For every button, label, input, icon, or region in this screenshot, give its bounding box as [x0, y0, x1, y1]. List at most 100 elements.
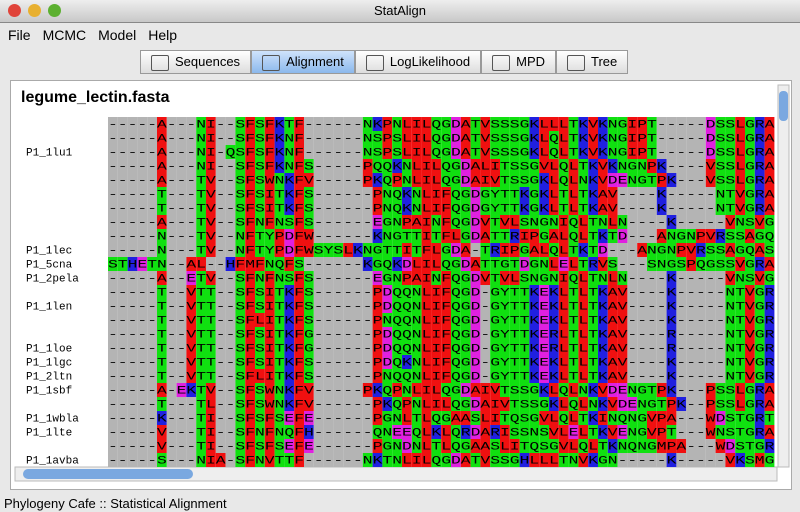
residue-cell: [676, 145, 687, 159]
residue-cell: [529, 215, 540, 229]
residue-cell: [607, 271, 618, 285]
residue-cell: [333, 411, 344, 425]
residue-cell: [509, 411, 520, 425]
residue-cell: [304, 285, 314, 299]
residue-cell: [225, 327, 236, 341]
close-button[interactable]: [8, 4, 21, 17]
menu-item[interactable]: MCMC: [42, 27, 87, 43]
residue-cell: [607, 299, 618, 313]
residue-cell: [411, 159, 422, 173]
residue-cell: [353, 425, 363, 439]
residue-cell: [549, 313, 559, 327]
residue-cell: [715, 355, 726, 369]
minimize-button[interactable]: [28, 4, 41, 17]
residue-cell: [382, 355, 393, 369]
residue-cell: [343, 243, 353, 257]
sequence-text: -----A---TV--SFSWNKFV-----PKQPNLILQGDAIV…: [108, 176, 775, 188]
menu-item[interactable]: Model: [98, 27, 137, 43]
residue-cell: [284, 411, 295, 425]
tab-button[interactable]: LogLikelihood: [354, 50, 482, 74]
residue-cell: [284, 369, 295, 383]
menu-item[interactable]: Help: [148, 27, 178, 43]
residue-cell: [402, 453, 412, 467]
residue-cell: [186, 243, 197, 257]
residue-cell: [264, 285, 275, 299]
residue-cell: [451, 439, 461, 453]
residue-cell: [353, 159, 363, 173]
residue-cell: [284, 257, 295, 271]
residue-cell: [333, 299, 344, 313]
residue-cell: [372, 145, 383, 159]
residue-cell: [627, 187, 638, 201]
residue-cell: [715, 145, 726, 159]
residue-cell: [715, 229, 726, 243]
residue-cell: [313, 383, 324, 397]
residue-cell: [715, 369, 726, 383]
residue-cell: [705, 355, 716, 369]
residue-cell: [607, 425, 618, 439]
residue-cell: [294, 397, 304, 411]
zoom-button[interactable]: [48, 4, 61, 17]
tab-button[interactable]: MPD: [481, 50, 556, 74]
residue-cell: [745, 243, 755, 257]
menu-item[interactable]: File: [8, 27, 31, 43]
residue-cell: [617, 131, 628, 145]
residue-cell: [353, 187, 363, 201]
residue-cell: [274, 313, 285, 327]
residue-cell: [255, 383, 265, 397]
residue-cell: [372, 313, 383, 327]
horizontal-scroll-thumb[interactable]: [23, 469, 193, 479]
residue-cell: [460, 173, 471, 187]
residue-cell: [598, 173, 608, 187]
residue-cell: [617, 285, 628, 299]
residue-cell: [137, 257, 148, 271]
residue-cell: [137, 411, 148, 425]
residue-cell: [108, 313, 118, 327]
tab-button[interactable]: Tree: [556, 50, 629, 74]
alignment-row: -----T--VTT--SFSITKFS------PDQQNLIFQGD-G…: [108, 285, 775, 300]
residue-cell: [421, 131, 432, 145]
residue-cell: [176, 243, 187, 257]
residue-cell: [264, 215, 275, 229]
residue-cell: [578, 397, 589, 411]
residue-cell: [333, 397, 344, 411]
residue-cell: [392, 243, 402, 257]
residue-cell: [186, 173, 197, 187]
tab-button[interactable]: Alignment: [251, 50, 355, 74]
residue-cell: [157, 397, 167, 411]
residue-cell: [392, 187, 402, 201]
residue-cell: [166, 159, 177, 173]
residue-cell: [500, 341, 510, 355]
residue-cell: [264, 327, 275, 341]
vertical-scrollbar[interactable]: [777, 84, 790, 468]
residue-cell: [421, 285, 432, 299]
residue-cell: [186, 369, 197, 383]
residue-cell: [735, 173, 745, 187]
residue-cell: [411, 327, 422, 341]
residue-cell: [588, 173, 598, 187]
residue-cell: [127, 411, 138, 425]
residue-cell: [725, 411, 736, 425]
residue-cell: [705, 131, 716, 145]
residue-cell: [745, 257, 755, 271]
residue-cell: [274, 173, 285, 187]
residue-cell: [529, 187, 540, 201]
residue-cell: [647, 369, 657, 383]
residue-cell: [578, 383, 589, 397]
residue-cell: [647, 341, 657, 355]
tab-button[interactable]: Sequences: [140, 50, 252, 74]
residue-cell: [617, 257, 628, 271]
residue-cell: [323, 145, 334, 159]
vertical-scroll-thumb[interactable]: [779, 91, 788, 121]
residue-cell: [166, 355, 177, 369]
residue-cell: [568, 425, 579, 439]
residue-cell: [186, 453, 197, 467]
residue-cell: [274, 285, 285, 299]
residue-cell: [696, 271, 706, 285]
residue-cell: [490, 397, 500, 411]
residue-cell: [529, 243, 540, 257]
residue-cell: [725, 159, 736, 173]
residue-cell: [206, 453, 216, 467]
residue-cell: [313, 131, 324, 145]
residue-cell: [490, 411, 500, 425]
